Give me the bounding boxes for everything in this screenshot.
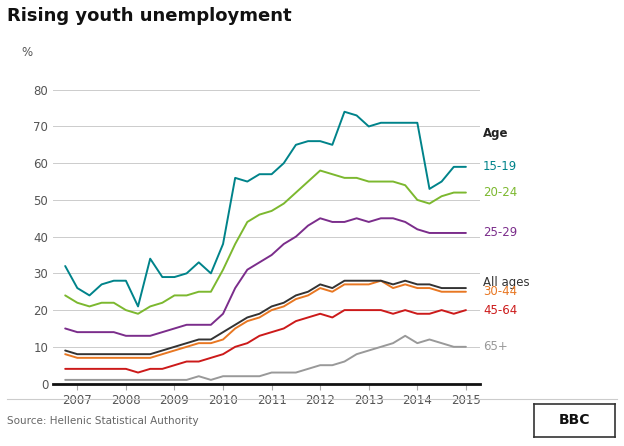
Text: 15-19: 15-19 <box>483 161 517 173</box>
Text: All ages: All ages <box>483 276 530 289</box>
Text: Source: Hellenic Statistical Authority: Source: Hellenic Statistical Authority <box>7 417 199 426</box>
Text: Age: Age <box>483 127 509 140</box>
Text: BBC: BBC <box>558 413 590 427</box>
Text: 65+: 65+ <box>483 340 508 353</box>
Text: 20-24: 20-24 <box>483 186 517 199</box>
Text: 30-44: 30-44 <box>483 285 517 298</box>
Text: 25-29: 25-29 <box>483 227 517 240</box>
Text: 45-64: 45-64 <box>483 304 517 317</box>
Text: %: % <box>21 46 32 59</box>
Text: Rising youth unemployment: Rising youth unemployment <box>7 7 292 25</box>
